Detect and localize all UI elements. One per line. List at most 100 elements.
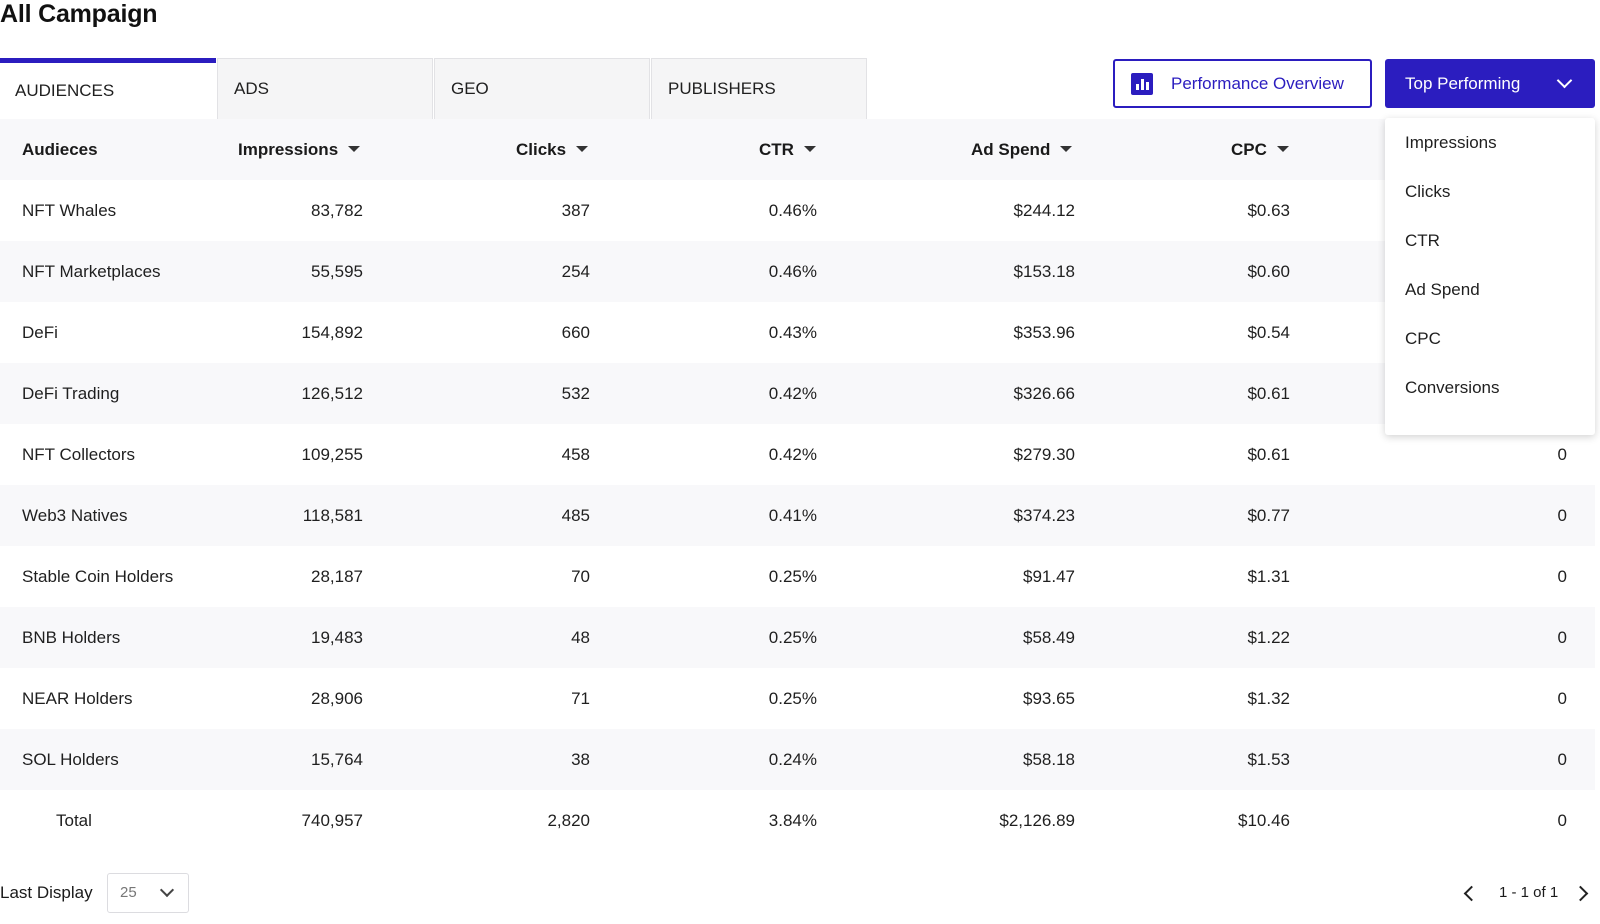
pagination-text: 1 - 1 of 1: [1499, 884, 1559, 901]
chevron-right-icon[interactable]: [1572, 885, 1589, 902]
cell-ad-spend: $58.18: [1023, 750, 1075, 769]
table-row: Stable Coin Holders 28,187 70 0.25% $91.…: [0, 546, 1595, 607]
cell-cpc: $0.60: [1247, 262, 1290, 281]
top-performing-button[interactable]: Top Performing: [1385, 59, 1595, 108]
top-performing-label: Top Performing: [1405, 73, 1521, 93]
table-row: BNB Holders 19,483 48 0.25% $58.49 $1.22…: [0, 607, 1595, 668]
table-row: NFT Collectors 109,255 458 0.42% $279.30…: [0, 424, 1595, 485]
table-row: DeFi 154,892 660 0.43% $353.96 $0.54: [0, 302, 1595, 363]
header-ad-spend-label: Ad Spend: [971, 140, 1051, 159]
sort-caret-icon: [1060, 145, 1073, 152]
cell-ad-spend: $91.47: [1023, 567, 1075, 586]
cell-cpc: $1.53: [1247, 750, 1290, 769]
cell-audience: NFT Collectors: [22, 445, 136, 464]
performance-overview-label: Performance Overview: [1171, 73, 1344, 93]
header-clicks-label: Clicks: [516, 140, 567, 159]
table-row: NFT Whales 83,782 387 0.46% $244.12 $0.6…: [0, 180, 1595, 241]
cell-impressions: 83,782: [311, 201, 363, 220]
cell-impressions: 118,581: [302, 506, 363, 525]
header-ad-spend[interactable]: Ad Spend: [971, 119, 1073, 180]
performance-overview-button[interactable]: Performance Overview: [1113, 59, 1372, 108]
cell-audience: DeFi Trading: [22, 384, 120, 403]
cell-cpc: $1.32: [1247, 689, 1290, 708]
tab-ads[interactable]: ADS: [217, 58, 433, 119]
dropdown-item-clicks[interactable]: Clicks: [1405, 182, 1451, 201]
cell-clicks: 485: [561, 506, 590, 525]
table-header-row: Audieces Impressions Clicks CTR Ad Spend…: [0, 119, 1595, 180]
cell-ctr: 0.42%: [768, 384, 817, 403]
header-audiences: Audieces: [22, 140, 98, 159]
cell-ctr: 0.46%: [768, 201, 817, 220]
tab-geo[interactable]: GEO: [434, 58, 650, 119]
chevron-left-icon[interactable]: [1463, 885, 1480, 902]
header-cpc[interactable]: CPC: [1231, 119, 1289, 180]
header-clicks[interactable]: Clicks: [516, 119, 589, 180]
dropdown-item-ad-spend[interactable]: Ad Spend: [1405, 280, 1480, 299]
cell-ad-spend: $58.49: [1023, 628, 1075, 647]
cell-impressions: 19,483: [311, 628, 363, 647]
chevron-down-icon: [1556, 72, 1573, 89]
cell-total-conversions: 0: [1557, 811, 1567, 830]
cell-clicks: 254: [561, 262, 590, 281]
cell-ctr: 0.24%: [768, 750, 817, 769]
dropdown-item-conversions[interactable]: Conversions: [1405, 378, 1500, 397]
cell-conversions: 0: [1557, 750, 1567, 769]
sort-caret-icon: [348, 145, 361, 152]
cell-ad-spend: $244.12: [1013, 201, 1075, 220]
cell-cpc: $0.63: [1247, 201, 1290, 220]
cell-ctr: 0.42%: [768, 445, 817, 464]
header-impressions[interactable]: Impressions: [238, 119, 361, 180]
cell-total-impressions: 740,957: [301, 811, 363, 830]
cell-ad-spend: $353.96: [1013, 323, 1075, 342]
dropdown-item-ctr[interactable]: CTR: [1405, 231, 1440, 250]
page-title: All Campaign: [0, 0, 158, 28]
cell-clicks: 660: [561, 323, 590, 342]
cell-total-ad-spend: $2,126.89: [999, 811, 1075, 830]
cell-ad-spend: $93.65: [1023, 689, 1075, 708]
cell-cpc: $0.61: [1247, 384, 1290, 403]
cell-audience: Stable Coin Holders: [22, 567, 174, 586]
header-impressions-label: Impressions: [238, 140, 339, 159]
tab-audiences[interactable]: AUDIENCES: [0, 58, 216, 119]
dropdown-item-impressions[interactable]: Impressions: [1405, 133, 1497, 152]
cell-ad-spend: $279.30: [1013, 445, 1075, 464]
cell-audience: NFT Marketplaces: [22, 262, 161, 281]
display-count-select[interactable]: 25: [107, 873, 189, 913]
cell-total-ctr: 3.84%: [768, 811, 817, 830]
cell-audience: NEAR Holders: [22, 689, 133, 708]
cell-impressions: 55,595: [311, 262, 363, 281]
cell-ctr: 0.41%: [768, 506, 817, 525]
cell-total-cpc: $10.46: [1238, 811, 1290, 830]
cell-impressions: 15,764: [311, 750, 363, 769]
bar-chart-icon: [1131, 72, 1153, 95]
header-ctr[interactable]: CTR: [759, 119, 816, 180]
cell-conversions: 0: [1557, 628, 1567, 647]
table-row: SOL Holders 15,764 38 0.24% $58.18 $1.53…: [0, 729, 1595, 790]
tab-publishers[interactable]: PUBLISHERS: [651, 58, 867, 119]
display-count-value: 25: [120, 884, 137, 901]
header-ctr-label: CTR: [759, 140, 794, 159]
cell-clicks: 532: [561, 384, 590, 403]
cell-clicks: 387: [561, 201, 590, 220]
cell-ad-spend: $326.66: [1013, 384, 1075, 403]
dropdown-item-cpc[interactable]: CPC: [1405, 329, 1441, 348]
table-row: Web3 Natives 118,581 485 0.41% $374.23 $…: [0, 485, 1595, 546]
cell-audience: Web3 Natives: [22, 506, 128, 525]
table-row: DeFi Trading 126,512 532 0.42% $326.66 $…: [0, 363, 1595, 424]
cell-audience: BNB Holders: [22, 628, 121, 647]
tab-bar: AUDIENCES ADS GEO PUBLISHERS: [0, 58, 868, 119]
chevron-down-icon: [159, 882, 175, 898]
cell-audience: DeFi: [22, 323, 58, 342]
cell-conversions: 0: [1557, 506, 1567, 525]
cell-total-clicks: 2,820: [547, 811, 590, 830]
cell-ad-spend: $374.23: [1013, 506, 1075, 525]
table-total-row: Total 740,957 2,820 3.84% $2,126.89 $10.…: [0, 790, 1595, 851]
sort-caret-icon: [803, 145, 816, 152]
cell-impressions: 154,892: [301, 323, 363, 342]
cell-ctr: 0.25%: [768, 689, 817, 708]
cell-clicks: 48: [571, 628, 590, 647]
top-performing-dropdown: Impressions Clicks CTR Ad Spend CPC Conv…: [1385, 118, 1595, 435]
cell-conversions: 0: [1557, 567, 1567, 586]
cell-impressions: 126,512: [301, 384, 363, 403]
table-row: NEAR Holders 28,906 71 0.25% $93.65 $1.3…: [0, 668, 1595, 729]
